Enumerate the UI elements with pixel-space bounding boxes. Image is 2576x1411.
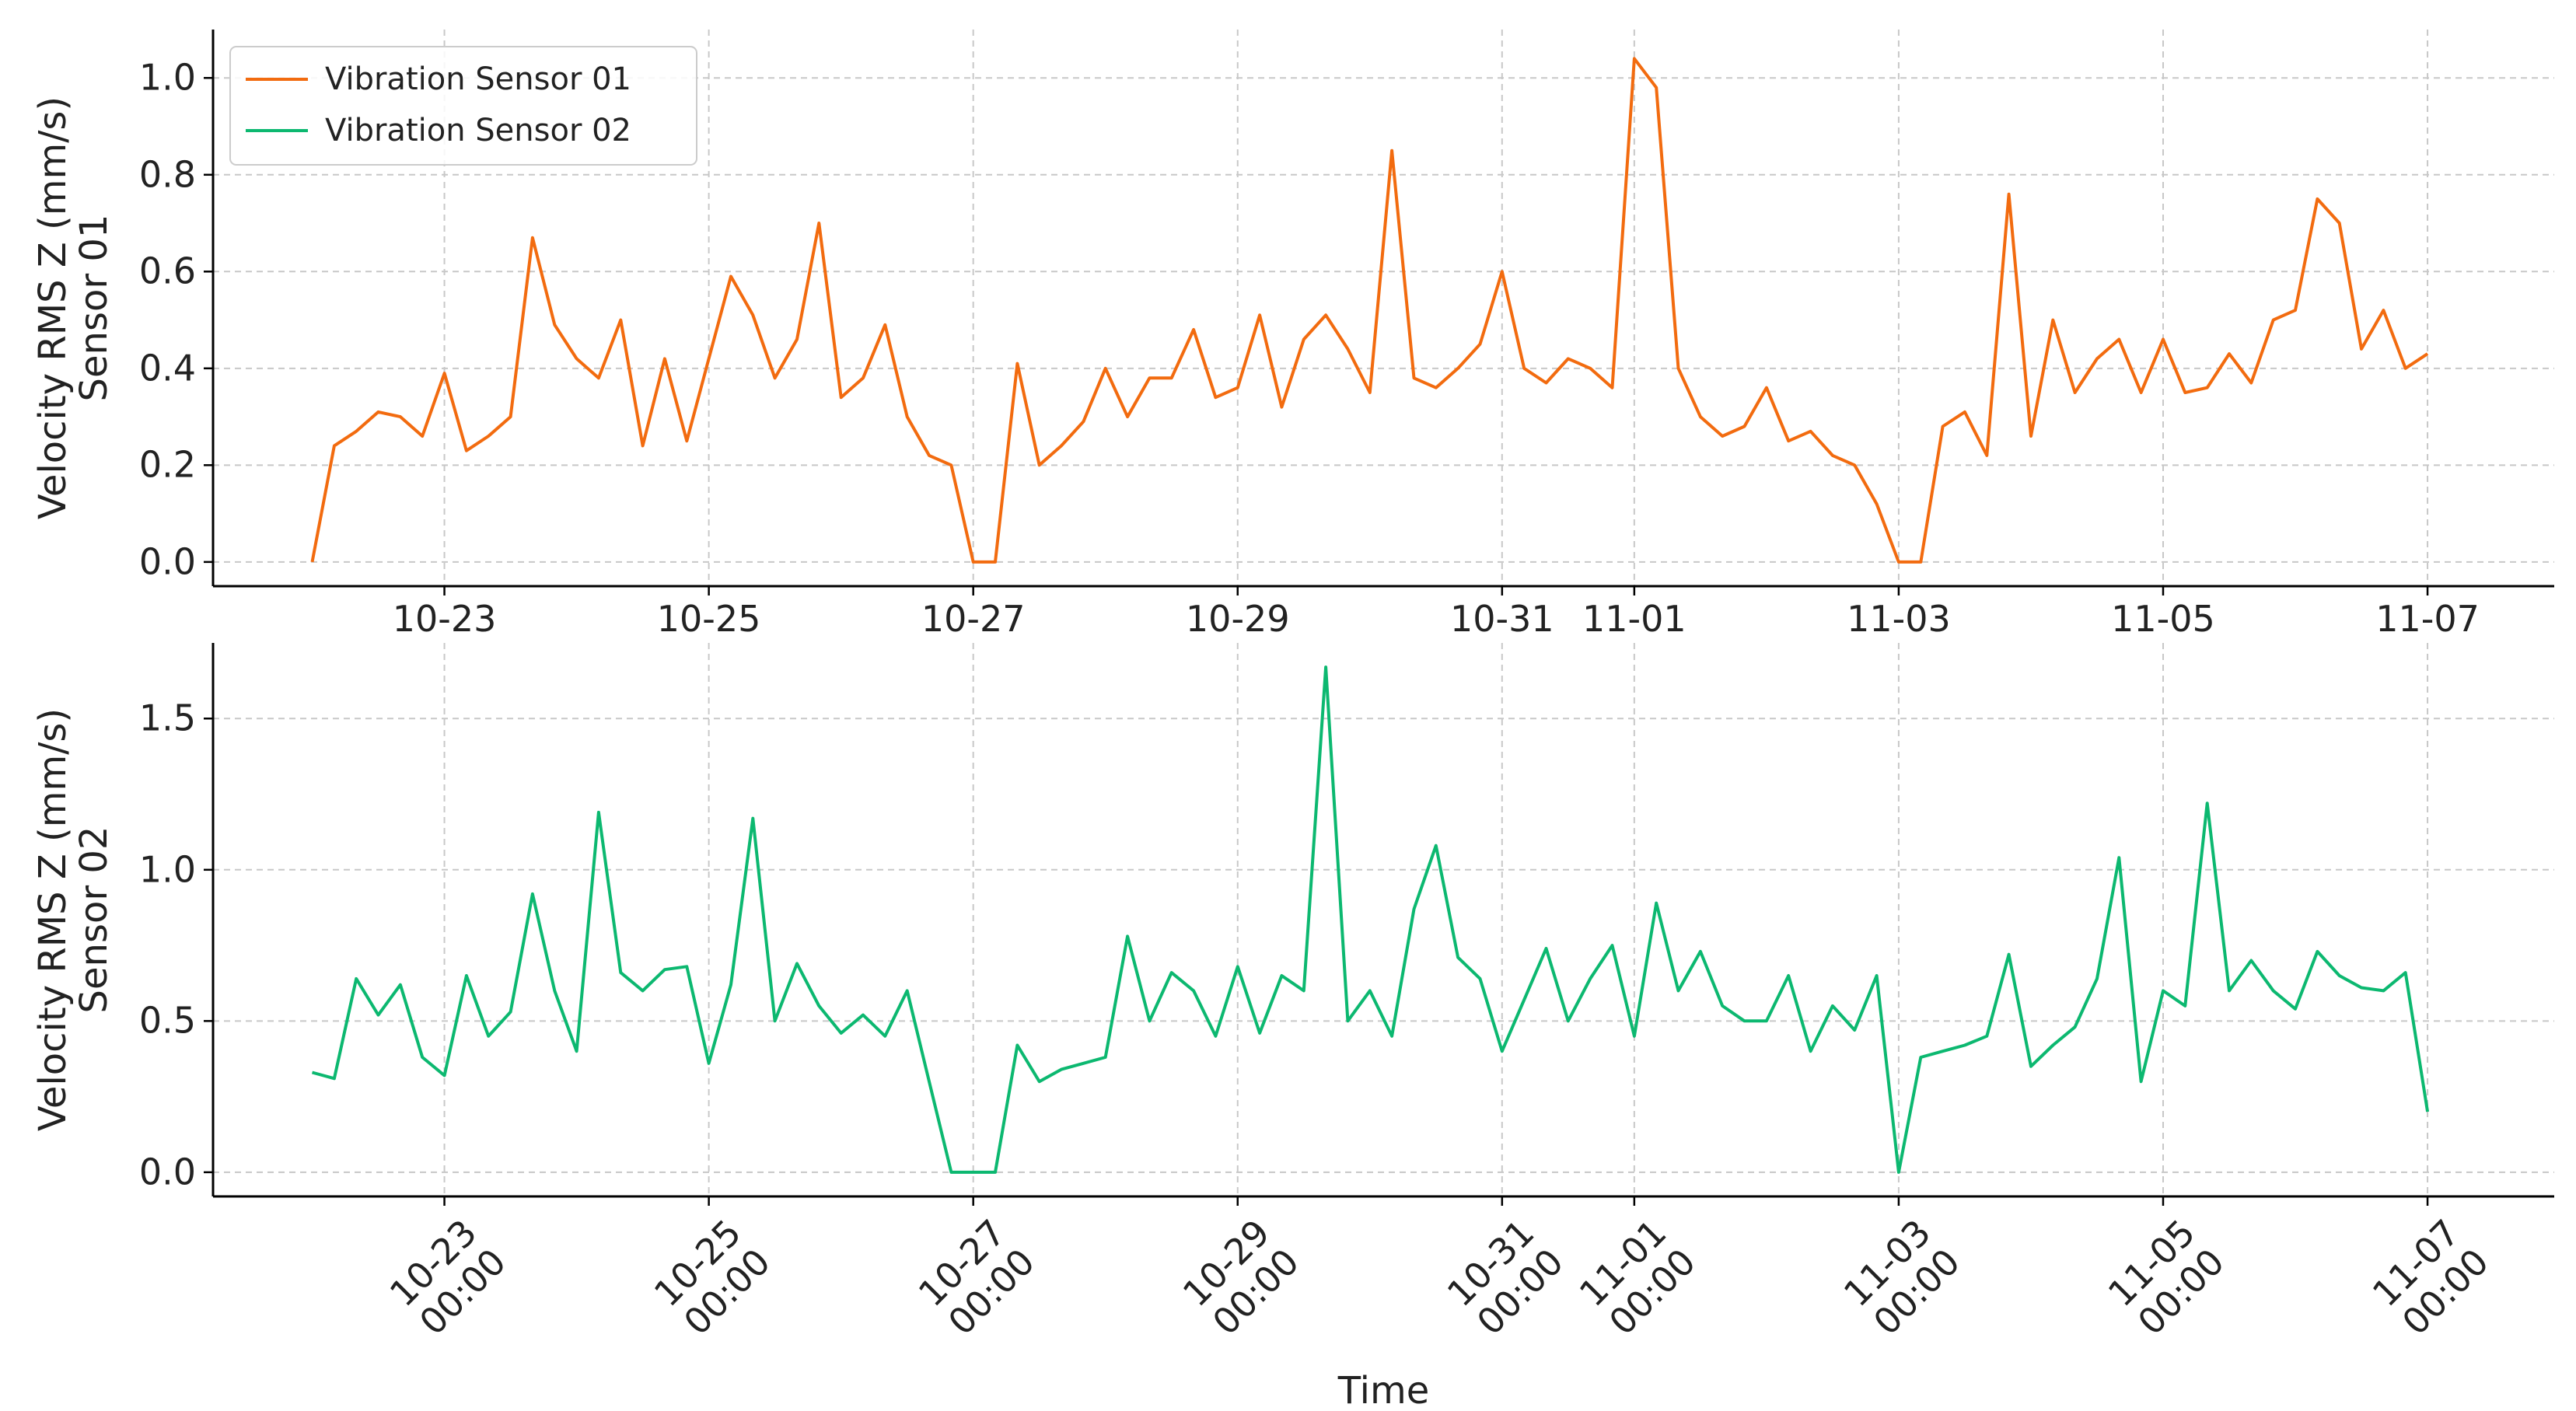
y-tick-label: 1.5 — [138, 697, 196, 739]
y-axis-label: Velocity RMS Z (mm/s) Sensor 02 — [31, 707, 116, 1132]
y-tick-label: 0.6 — [138, 250, 196, 292]
x-tick-label: 10-31 — [1449, 598, 1554, 640]
x-tick-label: 11-01 — [1582, 598, 1686, 640]
y-axis-label: Velocity RMS Z (mm/s) Sensor 01 — [31, 96, 116, 520]
y-tick-label: 0.0 — [138, 1151, 196, 1193]
x-tick-label: 11-03 — [1847, 598, 1951, 640]
y-tick-label: 1.0 — [138, 848, 196, 891]
y-tick-label: 0.8 — [138, 153, 196, 196]
legend-label: Vibration Sensor 01 — [325, 61, 632, 97]
legend-box — [229, 46, 697, 166]
x-tick-label: 10-27 — [921, 598, 1026, 640]
y-tick-label: 0.4 — [138, 347, 196, 389]
x-axis-label: Time — [1337, 1369, 1430, 1411]
y-tick-label: 0.0 — [138, 540, 196, 583]
x-tick-label: 10-29 — [1185, 598, 1290, 640]
x-tick-label: 10-25 — [656, 598, 761, 640]
y-tick-label: 1.0 — [138, 56, 196, 99]
y-tick-label: 0.5 — [138, 999, 196, 1042]
legend-label: Vibration Sensor 02 — [325, 113, 632, 148]
series-line — [311, 665, 2430, 1174]
y-tick-label: 0.2 — [138, 443, 196, 486]
series-line — [310, 57, 2429, 564]
x-tick-label: 10-23 — [392, 598, 497, 640]
x-tick-label: 11-05 — [2111, 598, 2215, 640]
x-tick-label: 11-07 — [2375, 598, 2480, 640]
